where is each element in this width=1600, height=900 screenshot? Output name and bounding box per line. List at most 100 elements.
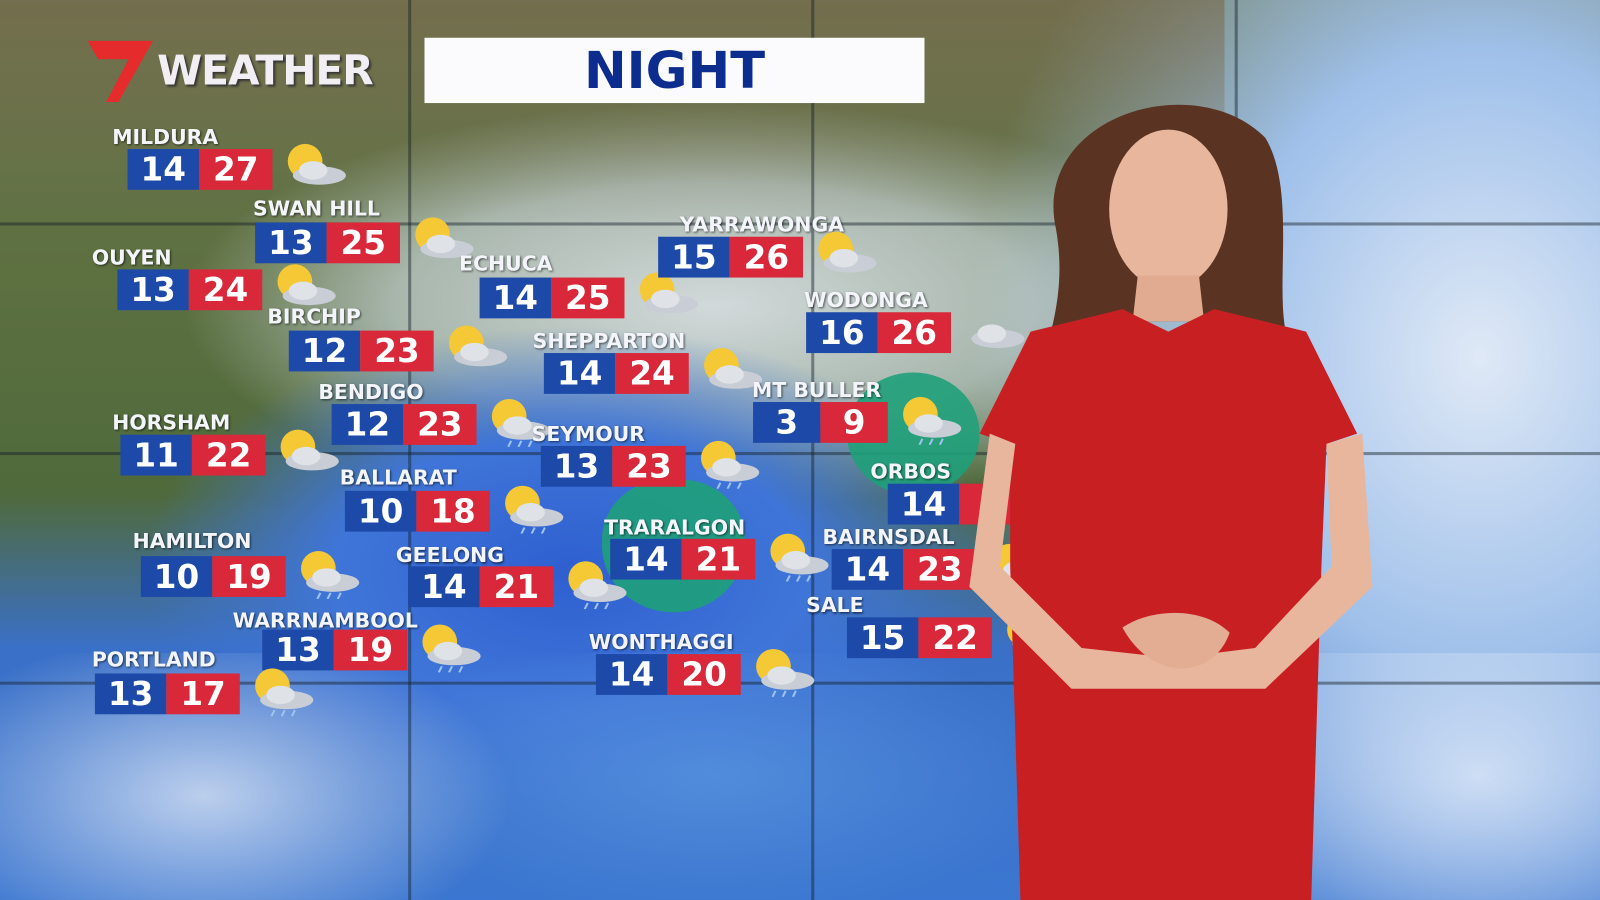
- showers-icon: [481, 396, 552, 448]
- min-temp: 12: [288, 330, 361, 372]
- min-temp: 14: [610, 538, 682, 580]
- max-temp: 25: [551, 277, 625, 319]
- temperature-box: 14 20: [595, 654, 741, 695]
- city-name: WODONGA: [804, 287, 928, 313]
- showers-icon: [690, 438, 761, 490]
- min-temp: 14: [127, 148, 199, 190]
- min-temp: 14: [887, 483, 960, 525]
- min-temp: 13: [94, 673, 167, 715]
- min-temp: 3: [753, 402, 821, 443]
- city-name: MILDURA: [112, 124, 219, 149]
- partly-cloudy-icon: [438, 322, 509, 373]
- min-temp: 13: [255, 222, 327, 264]
- min-temp: 12: [331, 404, 404, 445]
- partly-cloudy-icon: [404, 214, 475, 265]
- min-temp: 15: [658, 236, 730, 278]
- temperature-box: 16 26: [806, 312, 952, 354]
- temperature-box: 14 21: [610, 538, 756, 580]
- min-temp: 11: [120, 434, 192, 476]
- temperature-box: 13 19: [262, 629, 408, 671]
- presenter: [969, 104, 1373, 900]
- partly-cloudy-icon: [629, 269, 700, 320]
- temperature-box: 13 23: [540, 445, 686, 487]
- temperature-box: 11 22: [120, 434, 266, 476]
- max-temp: 22: [918, 617, 992, 659]
- max-temp: 23: [403, 404, 477, 445]
- partly-cloudy-icon: [269, 427, 340, 478]
- min-temp: 14: [595, 654, 668, 695]
- max-temp: 22: [191, 434, 266, 476]
- min-temp: 13: [117, 269, 189, 311]
- min-temp: 14: [479, 277, 552, 319]
- max-temp: 23: [903, 548, 977, 590]
- max-temp: 27: [198, 148, 273, 190]
- grid-line: [408, 0, 412, 900]
- city-name: SWAN HILL: [253, 195, 381, 221]
- temperature-box: 13 17: [94, 673, 240, 715]
- city-name: ORBOS: [870, 459, 952, 484]
- city-name: HAMILTON: [132, 528, 252, 554]
- max-temp: 9: [820, 402, 888, 443]
- city-name: BAIRNSDAL: [822, 524, 955, 549]
- max-temp: 20: [667, 654, 741, 695]
- temperature-box: 15 26: [658, 236, 804, 278]
- city-name: SEYMOUR: [531, 421, 645, 446]
- min-temp: 16: [806, 312, 878, 354]
- max-temp: 18: [416, 490, 490, 532]
- showers-icon: [745, 646, 816, 698]
- temperature-box: 14 21: [408, 566, 554, 608]
- max-temp: 24: [188, 269, 263, 311]
- city-name: BALLARAT: [339, 465, 457, 490]
- max-temp: 21: [681, 538, 756, 580]
- grid-line: [0, 452, 1600, 456]
- temperature-box: 10 19: [140, 556, 286, 597]
- city-name: WARRNAMBOOL: [232, 608, 418, 633]
- min-temp: 10: [344, 490, 417, 532]
- showers-icon: [290, 548, 361, 600]
- temperature-box: 12 23: [331, 404, 477, 445]
- partly-cloudy-icon: [693, 345, 764, 396]
- seven-logo-icon: [87, 40, 154, 103]
- seven-weather-logo: WEATHER: [87, 39, 374, 104]
- city-name: BIRCHIP: [267, 304, 361, 329]
- showers-icon: [494, 483, 565, 535]
- cloudy-icon: [955, 304, 1026, 355]
- max-temp: 17: [166, 673, 240, 715]
- min-temp: 13: [540, 445, 613, 487]
- showers-icon: [557, 558, 628, 610]
- max-temp: 19: [212, 556, 286, 597]
- city-name: PORTLAND: [91, 646, 216, 672]
- city-name: ECHUCA: [459, 251, 553, 276]
- city-name: OUYEN: [91, 244, 172, 270]
- city-name: SALE: [806, 592, 864, 618]
- min-temp: 10: [140, 556, 213, 597]
- temperature-box: 10 18: [344, 490, 490, 532]
- max-temp: 25: [326, 222, 400, 264]
- min-temp: 13: [262, 629, 334, 671]
- city-name: WONTHAGGI: [588, 629, 734, 655]
- city-name: HORSHAM: [112, 410, 231, 435]
- temperature-box: 14 23: [831, 548, 977, 590]
- showers-icon: [244, 665, 315, 717]
- min-temp: 14: [831, 548, 904, 590]
- showers-icon: [892, 394, 963, 446]
- max-temp: 23: [612, 445, 686, 487]
- max-temp: 26: [877, 312, 952, 354]
- city-name: SHEPPARTON: [532, 328, 686, 354]
- temperature-box: 13 24: [117, 269, 263, 311]
- temperature-box: 3 9: [753, 402, 888, 443]
- grid-line: [0, 222, 1600, 226]
- city-name: MT BULLER: [752, 377, 882, 403]
- min-temp: 14: [543, 353, 616, 394]
- logo-text: WEATHER: [157, 47, 374, 95]
- showers-icon: [759, 531, 830, 583]
- city-name: TRARALGON: [604, 515, 746, 540]
- city-name: YARRAWONGA: [679, 212, 844, 237]
- max-temp: 21: [479, 566, 554, 608]
- forecast-period-title: NIGHT: [424, 37, 925, 104]
- temperature-box: 14 27: [127, 148, 273, 190]
- grid-line: [811, 0, 815, 900]
- temperature-box: 13 25: [255, 222, 400, 264]
- partly-cloudy-icon: [807, 229, 878, 280]
